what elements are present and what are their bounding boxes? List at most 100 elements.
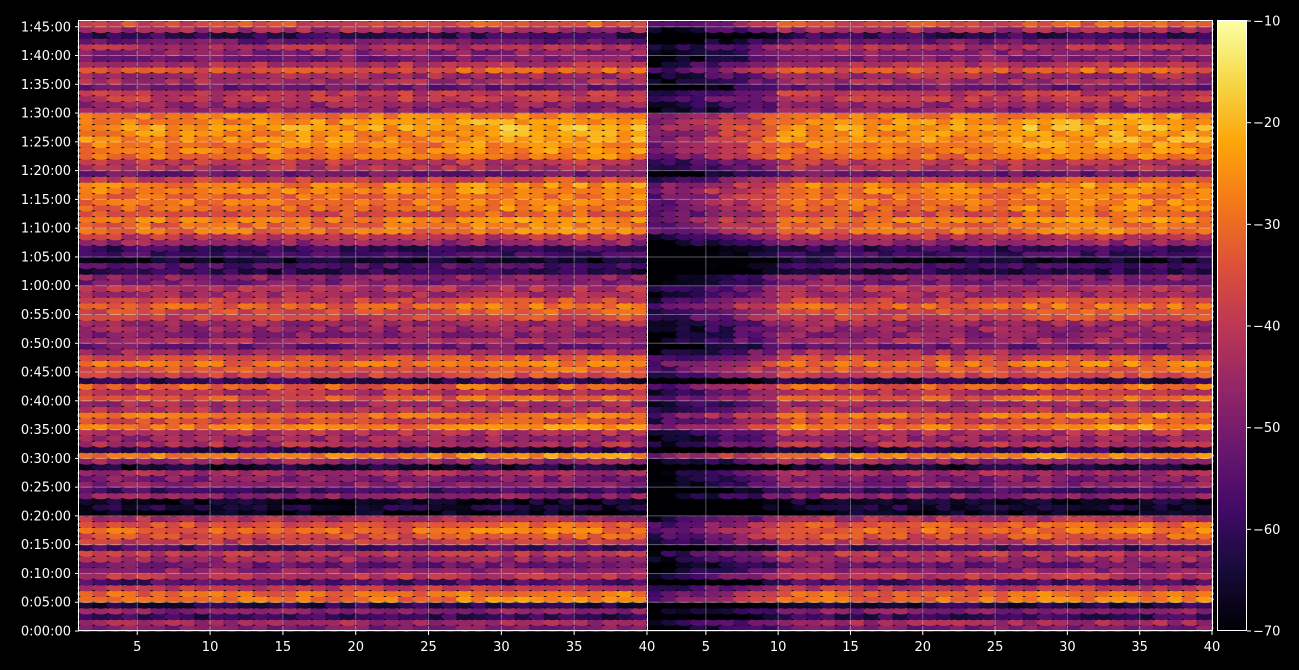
heatmap-cell [630, 382, 649, 390]
heatmap-cell [572, 492, 591, 500]
heatmap-cell [485, 613, 504, 621]
heatmap-cell [77, 578, 96, 586]
heatmap-cell [514, 382, 533, 390]
heatmap-cell [339, 417, 358, 425]
heatmap-cell [397, 509, 416, 517]
heatmap-cell [193, 371, 212, 379]
heatmap-cell [397, 572, 416, 580]
heatmap-cell [572, 411, 591, 419]
heatmap-cell [208, 601, 227, 609]
heatmap-cell [412, 503, 431, 511]
heatmap-cell [193, 526, 212, 534]
heatmap-cell [470, 480, 489, 488]
heatmap-cell [281, 446, 300, 454]
heatmap-cell [208, 313, 227, 321]
heatmap-cell [426, 538, 445, 546]
heatmap-cell [208, 544, 227, 552]
heatmap-cell [601, 348, 620, 356]
heatmap-cell [528, 302, 547, 310]
heatmap-cell [383, 400, 402, 408]
heatmap-cell [470, 538, 489, 546]
heatmap-cell [514, 480, 533, 488]
heatmap-cell [587, 578, 605, 586]
heatmap-cell [514, 474, 533, 483]
heatmap-cell [295, 601, 314, 609]
heatmap-cell [222, 285, 241, 293]
heatmap-cell [150, 613, 169, 621]
heatmap-cell [543, 520, 562, 529]
heatmap-cell [470, 382, 489, 390]
heatmap-cell [150, 285, 169, 293]
heatmap-cell [616, 572, 635, 580]
heatmap-cell [208, 561, 227, 569]
left-heatmap-cells [77, 20, 649, 632]
heatmap-cell [252, 302, 271, 310]
heatmap-cell [193, 549, 212, 557]
heatmap-cell [557, 567, 576, 575]
heatmap-cell [252, 348, 271, 356]
heatmap-cell [91, 520, 110, 529]
heatmap-cell [368, 613, 387, 621]
heatmap-cell [310, 313, 329, 321]
heatmap-cell [630, 417, 649, 425]
heatmap-cell [630, 532, 649, 540]
heatmap-cell [470, 601, 489, 609]
heatmap-cell [266, 515, 285, 523]
heatmap-cell [455, 584, 474, 592]
heatmap-cell [91, 451, 110, 460]
heatmap-cell [339, 451, 358, 460]
heatmap-cell [383, 411, 402, 419]
heatmap-cell [150, 428, 169, 437]
y-tick-label: 1:35:00 [21, 78, 71, 93]
heatmap-cell [557, 624, 576, 632]
heatmap-cell [281, 624, 300, 632]
heatmap-cell [397, 296, 416, 304]
heatmap-cell [528, 572, 547, 580]
heatmap-cell [193, 532, 212, 540]
heatmap-cell [106, 417, 125, 425]
heatmap-cell [543, 382, 562, 390]
heatmap-cell [557, 446, 576, 454]
heatmap-cell [106, 405, 125, 413]
heatmap-cell [77, 503, 96, 511]
heatmap-cell [281, 400, 300, 408]
heatmap-cell [543, 584, 562, 592]
y-tick-label: 0:20:00 [21, 509, 71, 524]
heatmap-cell [266, 532, 285, 540]
heatmap-cell [426, 607, 445, 615]
heatmap-cell [266, 584, 285, 592]
heatmap-cell [324, 319, 343, 327]
heatmap-cell [295, 359, 314, 367]
heatmap-cell [252, 538, 271, 546]
heatmap-cell [368, 492, 387, 500]
heatmap-cell [587, 348, 605, 356]
x-tick-label: 35 [566, 640, 583, 655]
heatmap-cell [208, 325, 227, 333]
heatmap-cell [543, 538, 562, 546]
heatmap-cell [412, 624, 431, 632]
x-tick-label: 30 [493, 640, 510, 655]
heatmap-cell [106, 325, 125, 333]
heatmap-cell [572, 446, 591, 454]
x-tick-label: 40 [639, 640, 656, 655]
heatmap-cell [455, 538, 474, 546]
heatmap-cell [528, 359, 547, 367]
heatmap-cell [455, 377, 474, 385]
heatmap-cell [354, 440, 372, 448]
heatmap-cell [499, 417, 518, 425]
heatmap-cell [528, 371, 547, 379]
heatmap-cell [470, 590, 489, 598]
x-tick-label: 20 [347, 640, 364, 655]
heatmap-cell [557, 497, 576, 506]
heatmap-cell [630, 555, 649, 563]
heatmap-cell [266, 411, 285, 419]
heatmap-cell [77, 428, 96, 437]
heatmap-cell [470, 515, 489, 523]
heatmap-cell [528, 509, 547, 517]
heatmap-cell [91, 486, 110, 494]
heatmap-cell [499, 319, 518, 327]
heatmap-cell [470, 561, 489, 569]
heatmap-cell [135, 331, 154, 339]
heatmap-cell [91, 308, 110, 316]
heatmap-cell [310, 308, 329, 316]
